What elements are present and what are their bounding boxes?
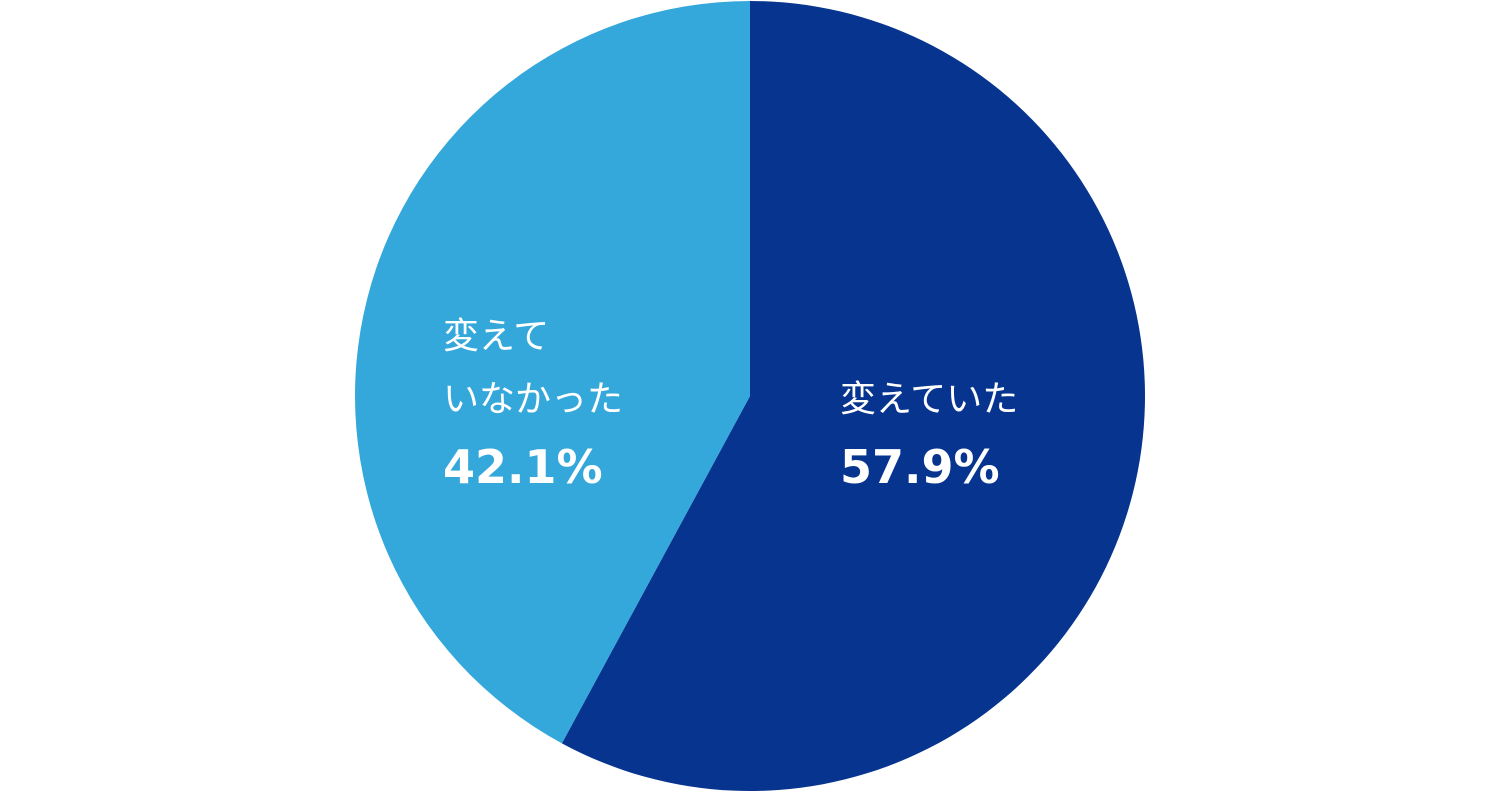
slice-label: 変えていた xyxy=(840,379,1019,420)
pie-slice xyxy=(355,1,750,744)
slice-label: 変えて いなかった xyxy=(443,316,624,420)
value-label: 57.9% xyxy=(840,440,1000,494)
pie-slice xyxy=(561,1,1145,791)
value-label: 42.1% xyxy=(443,440,603,494)
